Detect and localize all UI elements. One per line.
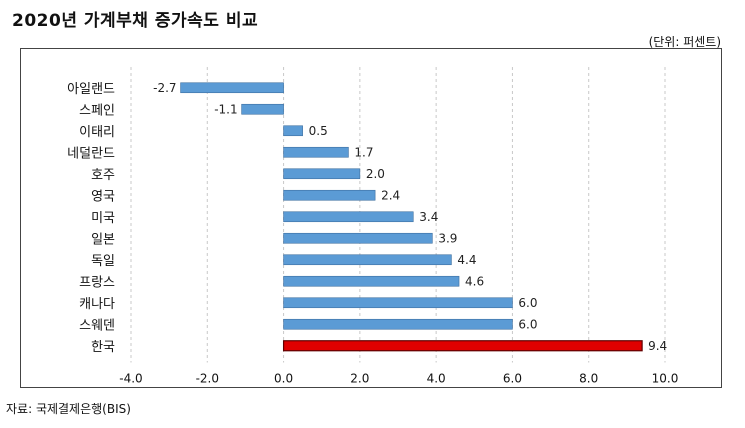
category-label: 영국 (91, 189, 115, 204)
x-tick-label: 8.0 (579, 372, 598, 386)
x-tick-label: -2.0 (196, 372, 219, 386)
bar (282, 340, 643, 352)
grid-lines (130, 67, 666, 363)
x-tick-label: 0.0 (274, 372, 293, 386)
x-tick-label: 6.0 (503, 372, 522, 386)
bar (283, 232, 433, 244)
bars (180, 82, 643, 352)
x-tick-label: 2.0 (350, 372, 369, 386)
bar (283, 275, 460, 287)
category-label: 프랑스 (79, 275, 115, 290)
bar (180, 82, 284, 94)
bar (283, 211, 414, 223)
bar (283, 125, 303, 137)
value-labels: -2.7 -1.1 0.5 1.7 2.0 2.4 3.43.94.4 4.6 6.0 6.0 9.… (153, 81, 667, 353)
category-label: 호주 (91, 168, 115, 183)
data-label: 2.4 (381, 188, 400, 202)
x-tick-label: 4.0 (427, 372, 446, 386)
category-label: 네덜란드 (67, 146, 115, 161)
category-label: 아일랜드 (67, 82, 115, 97)
x-tick-label: -4.0 (119, 372, 142, 386)
category-label: 캐나다 (79, 297, 115, 312)
source-note: 자료: 국제결제은행(BIS) (6, 402, 131, 416)
data-label: 2.0 (366, 167, 385, 181)
data-label: 1.7 (354, 145, 373, 159)
category-label: 스페인 (79, 103, 115, 118)
data-label: 6.0 (518, 296, 537, 310)
data-label: 6.0 (518, 317, 537, 331)
chart-title: 2020년 가계부채 증가속도 비교 (12, 11, 259, 31)
data-label: 3.9 (438, 231, 457, 245)
category-label: 독일 (91, 254, 115, 269)
bar (241, 103, 284, 115)
data-label: -1.1 (214, 102, 237, 116)
unit-label: (단위: 퍼센트) (648, 35, 721, 49)
category-label: 미국 (91, 211, 115, 226)
data-label: 3.4 (419, 210, 438, 224)
data-label: 4.6 (465, 274, 484, 288)
bar (283, 297, 513, 309)
x-axis-ticks: -4.0 -2.0 0.0 2.0 4.0 6.0 8.0 10.0 (119, 372, 678, 386)
category-label: 일본 (91, 232, 115, 247)
data-label: 0.5 (309, 124, 328, 138)
bar (283, 146, 349, 158)
data-label: 4.4 (457, 253, 476, 267)
bar (283, 189, 376, 201)
bar (283, 254, 452, 266)
category-label: 스웨덴 (79, 318, 115, 333)
category-label: 이태리 (79, 125, 115, 140)
x-tick-label: 10.0 (652, 372, 679, 386)
category-label: 한국 (91, 340, 115, 355)
bar (283, 318, 513, 330)
data-label: 9.4 (648, 339, 667, 353)
data-label: -2.7 (153, 81, 176, 95)
bar (283, 168, 361, 180)
